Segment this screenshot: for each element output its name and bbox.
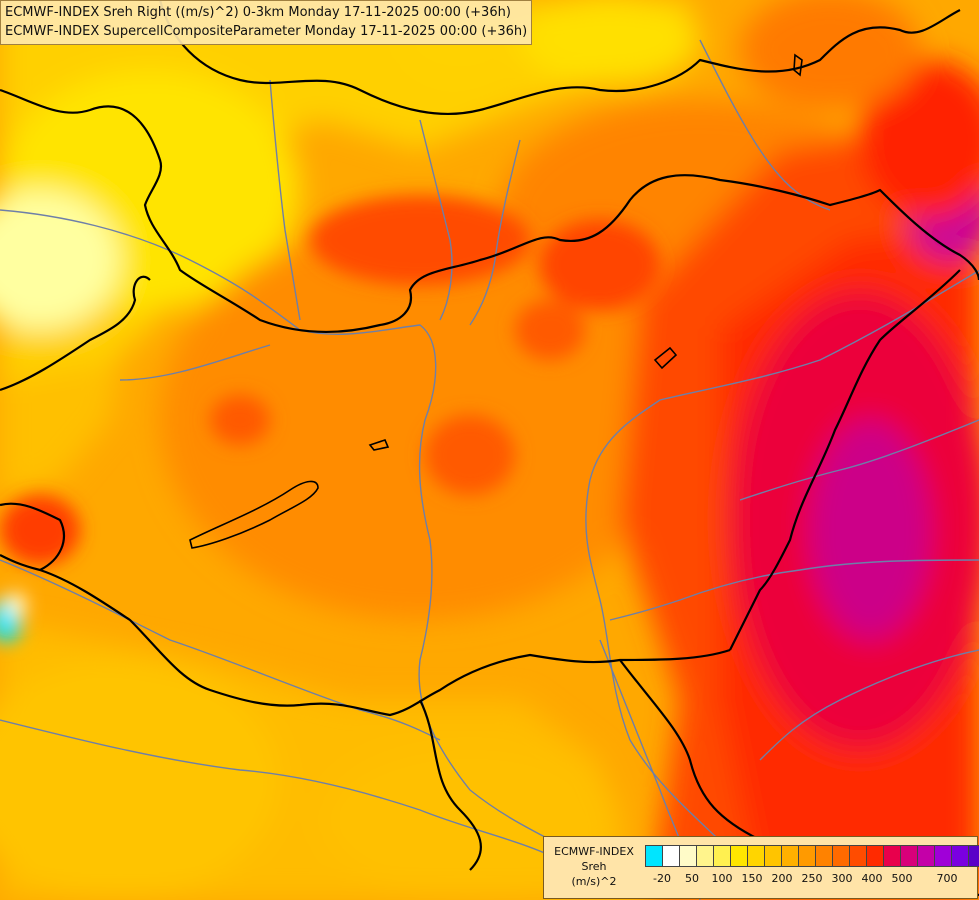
legend-swatch bbox=[866, 845, 884, 867]
legend-swatch bbox=[764, 845, 782, 867]
legend-tick-label: -20 bbox=[653, 872, 671, 885]
field-yellow-west bbox=[0, 360, 120, 500]
lake-balaton bbox=[189, 480, 319, 549]
lake-small-3 bbox=[793, 53, 803, 77]
border-north bbox=[0, 88, 979, 334]
field-red-blob-1 bbox=[310, 195, 530, 285]
legend-swatches bbox=[645, 845, 979, 867]
field-white-spot bbox=[6, 593, 26, 617]
legend-swatch bbox=[730, 845, 748, 867]
river-vah bbox=[419, 119, 453, 321]
color-legend: ECMWF-INDEX Sreh (m/s)^2 -20 50 100 150 200 2… bbox=[543, 836, 979, 899]
legend-tick-label: 50 bbox=[685, 872, 699, 885]
legend-swatch bbox=[713, 845, 731, 867]
legend-swatch bbox=[934, 845, 952, 867]
border-slovak-pl bbox=[158, 0, 961, 116]
legend-parameter: Sreh bbox=[581, 860, 607, 873]
field-red-blob-6 bbox=[0, 495, 80, 565]
legend-label: ECMWF-INDEX Sreh (m/s)^2 bbox=[548, 844, 640, 889]
legend-swatch bbox=[645, 845, 663, 867]
legend-tick-label: 250 bbox=[801, 872, 823, 885]
lake-small-1 bbox=[368, 439, 390, 451]
river-raab bbox=[119, 344, 271, 381]
field-magenta bbox=[810, 420, 930, 640]
legend-source: ECMWF-INDEX bbox=[554, 845, 634, 858]
map-title-box: ECMWF-INDEX Sreh Right ((m/s)^2) 0-3km M… bbox=[0, 0, 533, 45]
border-south-2 bbox=[419, 699, 482, 871]
river-morava bbox=[269, 79, 301, 321]
field-red-blob-5 bbox=[210, 395, 270, 445]
legend-swatch bbox=[747, 845, 765, 867]
legend-swatch bbox=[781, 845, 799, 867]
legend-swatch bbox=[849, 845, 867, 867]
field-gold-sw bbox=[0, 660, 280, 900]
legend-unit: (m/s)^2 bbox=[571, 875, 617, 888]
legend-swatch bbox=[951, 845, 969, 867]
rivers bbox=[0, 39, 979, 900]
field-red-blob-2 bbox=[540, 220, 660, 310]
legend-swatch bbox=[900, 845, 918, 867]
legend-swatch bbox=[679, 845, 697, 867]
field-yellow-top bbox=[520, 0, 700, 85]
river-sava bbox=[0, 719, 561, 861]
legend-swatch bbox=[917, 845, 935, 867]
legend-tick-label: 100 bbox=[711, 872, 733, 885]
legend-swatch bbox=[883, 845, 901, 867]
field-crimson-ne bbox=[860, 60, 979, 220]
border-west bbox=[0, 275, 151, 392]
river-drava bbox=[0, 559, 441, 741]
legend-tick-label: 500 bbox=[891, 872, 913, 885]
legend-swatch bbox=[798, 845, 816, 867]
border-sw bbox=[0, 502, 65, 571]
legend-swatch bbox=[832, 845, 850, 867]
legend-tick-label: 700 bbox=[936, 872, 958, 885]
river-mures bbox=[609, 559, 979, 621]
river-tisza bbox=[585, 269, 979, 861]
border-south bbox=[0, 554, 731, 717]
legend-swatch bbox=[696, 845, 714, 867]
lake-small-2 bbox=[653, 346, 678, 370]
legend-swatch bbox=[662, 845, 680, 867]
legend-tick-label: 200 bbox=[771, 872, 793, 885]
legend-swatch bbox=[968, 845, 979, 867]
field-red-blob-4 bbox=[515, 300, 585, 360]
map-title-scp: ECMWF-INDEX SupercellCompositeParameter … bbox=[5, 24, 528, 39]
legend-swatch bbox=[815, 845, 833, 867]
river-olt bbox=[759, 649, 979, 761]
river-danube bbox=[0, 209, 601, 871]
field-red-blob-3 bbox=[425, 415, 515, 495]
legend-ticks: -20 50 100 150 200 250 300 400 500 700 bbox=[645, 872, 975, 888]
legend-tick-label: 300 bbox=[831, 872, 853, 885]
legend-tick-label: 400 bbox=[861, 872, 883, 885]
map-title-sreh: ECMWF-INDEX Sreh Right ((m/s)^2) 0-3km M… bbox=[5, 5, 511, 20]
lakes bbox=[189, 53, 803, 549]
river-somes bbox=[739, 419, 979, 501]
legend-tick-label: 150 bbox=[741, 872, 763, 885]
border-east bbox=[729, 269, 961, 651]
